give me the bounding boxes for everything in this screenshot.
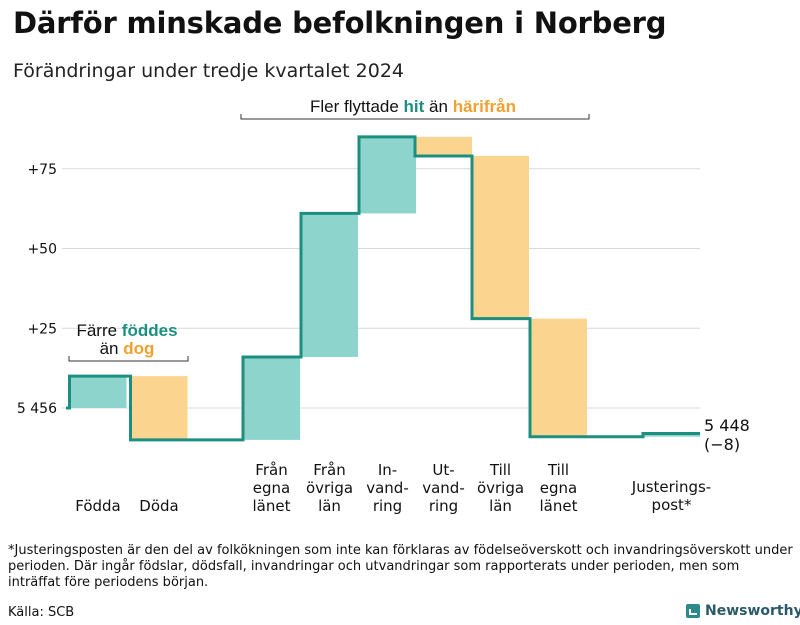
births-annotation-line1: Färre föddes [76,321,177,340]
x-axis-label: Justerings- [631,478,711,496]
x-axis-label: post* [652,496,692,514]
y-tick-label: +25 [27,321,57,337]
x-axis-label: ring [373,497,402,515]
x-axis-label: Ut- [432,461,454,479]
chart-subtitle: Förändringar under tredje kvartalet 2024 [13,60,405,82]
x-axis-label: Till [489,461,511,479]
source: Källa: SCB [8,605,75,620]
bar-frånegnalänet [243,356,300,440]
bar-invandring [359,136,416,214]
bar-utvandring [415,136,472,156]
footnote: *Justeringsposten är den del av folkökni… [8,543,793,590]
newsworthy-logo[interactable]: Newsworthy [686,603,800,619]
x-axis-label: övriga [477,479,524,497]
x-axis-label: länet [253,497,291,515]
cumulative-step-line [66,135,700,442]
x-axis-label: Till [547,461,569,479]
x-axis-label: Från [255,461,287,479]
x-axis-label: länet [540,497,578,515]
x-axis-labels: Födda DödaFrånegnalänetFrånövrigalänIn-va… [75,461,711,515]
x-axis-label: Från [313,461,345,479]
bar-frånövrigalän [301,213,358,357]
x-axis-label: ring [429,497,458,515]
migration-annotation: Fler flyttade hit än härifrån [240,97,590,120]
births-annotation-line2: än dog [100,339,155,358]
bar-döda [130,376,188,440]
x-axis-label: egna [253,479,290,497]
x-axis-label: län [318,497,341,515]
x-axis-label: In- [378,461,397,479]
end-value-label: 5 448 [704,416,750,435]
x-axis-label: vand- [422,479,465,497]
bar-födda [69,376,127,408]
bar-tillegnalänet [530,318,587,437]
y-tick-label: +50 [27,242,57,258]
x-axis-label: vand- [366,479,409,497]
newsworthy-icon [686,604,700,618]
bar-justeringspost [643,433,700,437]
bars [69,136,700,440]
x-axis-label: egna [540,479,577,497]
x-axis-label: Döda [139,497,178,515]
waterfall-chart: 5 456+25+50+75 Födda DödaFrånegnalänetFrå… [17,97,750,515]
x-axis-label: Födda [75,497,121,515]
migration-annotation-text: Fler flyttade hit än härifrån [310,97,516,116]
migration-bracket [240,114,590,120]
y-tick-label: +75 [27,162,57,178]
x-axis-label: län [489,497,512,515]
x-axis-label: övriga [306,479,353,497]
end-change-label: (−8) [704,435,740,454]
y-tick-label: 5 456 [17,401,57,417]
chart-title: Därför minskade befolkningen i Norberg [13,6,667,40]
births-annotation: Färre föddes än dog [68,321,189,362]
bar-tillövrigalän [472,155,529,319]
logo-text: Newsworthy [705,603,800,619]
y-axis-ticks: 5 456 +25 +50 +75 [17,162,57,417]
births-bracket [68,356,189,362]
